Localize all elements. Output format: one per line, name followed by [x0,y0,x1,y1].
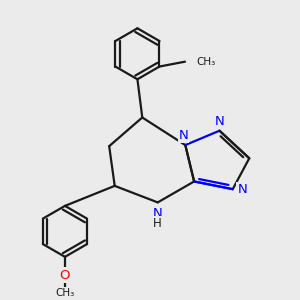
Text: H: H [153,217,162,230]
Text: O: O [60,268,70,281]
Text: N: N [214,115,224,128]
Text: N: N [178,129,188,142]
Text: CH₃: CH₃ [196,57,215,67]
Text: CH₃: CH₃ [55,288,75,298]
Text: N: N [238,183,247,196]
Text: N: N [153,207,163,220]
